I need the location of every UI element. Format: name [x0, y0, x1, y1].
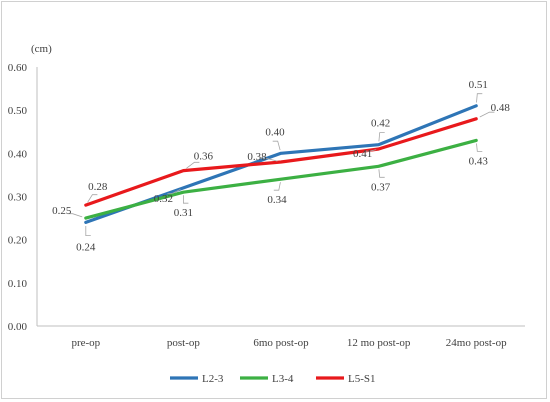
x-category-label: 24mo post-op: [446, 337, 507, 349]
data-label: 0.38: [247, 151, 267, 163]
data-labels: 0.24 0.32 0.40 0.42 0.51 0.25 0.31 0.34 0.37 0.43…: [52, 79, 510, 254]
y-tick-label: 0.20: [8, 235, 28, 247]
data-label: 0.43: [469, 155, 489, 167]
legend: L2-3 L3-4 L5-S1: [170, 373, 376, 385]
label-leader-line: [67, 213, 83, 218]
data-label: 0.40: [265, 126, 285, 138]
label-leader-line: [476, 93, 483, 103]
legend-label: L3-4: [272, 373, 294, 385]
x-categories: pre-op post-op 6mo post-op 12 mo post-op 24m…: [71, 337, 507, 349]
label-leader-line: [479, 111, 495, 118]
x-category-label: 12 mo post-op: [347, 337, 411, 349]
label-leader-line: [364, 149, 377, 152]
series-line-l5-s1: [84, 117, 478, 207]
label-leader-line: [378, 169, 385, 178]
data-label: 0.25: [52, 205, 72, 217]
y-tick-label: 0.10: [8, 278, 28, 290]
data-label: 0.37: [371, 181, 391, 193]
x-category-label: pre-op: [71, 337, 100, 349]
legend-label: L5-S1: [348, 373, 376, 385]
data-label: 0.42: [371, 118, 390, 130]
label-leader-line: [272, 140, 281, 151]
data-label: 0.31: [174, 207, 193, 219]
data-label: 0.41: [353, 148, 372, 160]
data-label: 0.24: [76, 241, 96, 253]
axes: [36, 67, 525, 327]
y-tick-label: 0.40: [8, 148, 28, 160]
label-leader-line: [262, 158, 278, 162]
label-leaders: [67, 93, 495, 236]
y-tick-label: 0.00: [8, 321, 28, 333]
data-label: 0.36: [194, 151, 214, 163]
x-category-label: 6mo post-op: [253, 337, 309, 349]
label-leader-line: [87, 194, 98, 203]
y-tick-label: 0.50: [8, 105, 28, 117]
data-label: 0.32: [154, 193, 173, 205]
series-lines: [84, 104, 478, 224]
y-tick-label: 0.30: [8, 192, 28, 204]
label-leader-line: [476, 143, 483, 152]
label-leader-line: [85, 226, 91, 236]
x-category-label: post-op: [167, 337, 201, 349]
label-leader-line: [183, 195, 189, 204]
legend-label: L2-3: [202, 373, 224, 385]
y-unit-label: (cm): [31, 43, 52, 55]
data-label: 0.48: [491, 102, 511, 114]
label-leader-line: [186, 161, 200, 169]
y-tick-label: 0.60: [8, 62, 28, 74]
label-leader-line: [273, 182, 281, 191]
data-label: 0.34: [267, 194, 287, 206]
y-ticks: 0.00 0.10 0.20 0.30 0.40 0.50 0.60: [8, 62, 28, 333]
series-line-l3-4: [84, 138, 478, 220]
label-leader-line: [167, 189, 181, 194]
data-label: 0.28: [88, 181, 108, 193]
label-leader-line: [378, 132, 385, 142]
data-label: 0.51: [469, 79, 488, 91]
